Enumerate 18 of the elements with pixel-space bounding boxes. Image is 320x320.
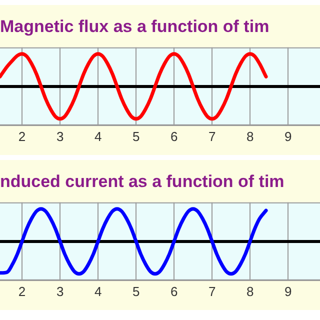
x-tick-label: 7 [208,128,216,144]
x-tick-label: 8 [246,128,254,144]
x-tick-label: 5 [132,284,140,299]
x-tick-label: 8 [246,284,254,299]
chart-title: Magnetic flux as a function of tim [0,16,270,36]
x-tick-label: 4 [94,128,102,144]
x-tick-label: 9 [284,128,292,144]
x-tick-label: 2 [18,128,26,144]
chart-title: nduced current as a function of tim [0,172,284,191]
x-tick-label: 7 [208,284,216,299]
x-tick-label: 3 [56,284,64,299]
x-tick-label: 9 [284,284,292,299]
x-tick-label: 2 [18,284,26,299]
x-tick-label: 6 [170,128,178,144]
x-tick-label: 4 [94,284,102,299]
x-tick-label: 3 [56,128,64,144]
x-tick-label: 6 [170,284,178,299]
x-tick-label: 5 [132,128,140,144]
